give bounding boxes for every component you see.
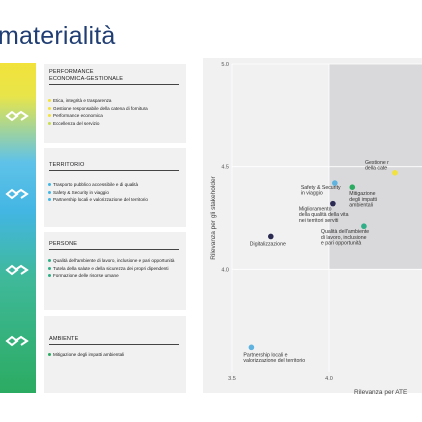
handshake-icon <box>5 264 29 276</box>
list-item: Etica, integrità e trasparenza <box>48 98 184 103</box>
list-item: Partnership locali e valorizzazione del … <box>48 197 184 202</box>
bullet-dot <box>48 114 52 118</box>
category-card-ambiente: AMBIENTE Mitigazione degli impatti ambie… <box>44 316 186 393</box>
data-point-label: Mitigazione degli impatti ambientali <box>349 191 377 208</box>
list-item: Safety & Security in viaggio <box>48 190 184 195</box>
bullet-dot <box>48 99 52 103</box>
list-item: Eccellenza del servizio <box>48 121 184 126</box>
list-item: Mitigazione degli impatti ambientali <box>48 352 184 357</box>
handshake-icon <box>5 188 29 200</box>
data-point-label: Miglioramento della qualità della vita nei… <box>299 207 349 224</box>
data-point <box>332 180 338 186</box>
category-items: Mitigazione degli impatti ambientali <box>48 352 184 360</box>
bullet-dot <box>48 198 52 202</box>
bullet-dot <box>48 190 52 194</box>
handshake-icon <box>5 110 29 122</box>
category-items: Qualità dell'ambiente di lavoro, inclusi… <box>48 258 184 281</box>
bullet-dot <box>48 274 52 278</box>
bullet-dot <box>48 106 52 110</box>
list-item: Qualità dell'ambiente di lavoro, inclusi… <box>48 258 184 263</box>
data-point <box>361 223 367 230</box>
data-point-label: Gestione r della cate <box>365 160 389 172</box>
bullet-dot <box>48 259 52 263</box>
handshake-icon <box>5 335 29 347</box>
x-tick-label: 3.5 <box>228 376 236 382</box>
bullet-dot <box>48 266 52 270</box>
category-title: TERRITORIO <box>49 162 179 171</box>
list-item: Trasporto pubblico accessibile e di qual… <box>48 182 184 187</box>
list-item: Gestione responsabile della catena di fo… <box>48 106 184 111</box>
data-point <box>392 170 398 176</box>
y-tick-label: 4.5 <box>221 165 229 171</box>
data-point-label: Qualità dell'ambiente di lavoro, inclusio… <box>321 229 369 246</box>
category-title: PERSONE <box>49 241 179 250</box>
y-tick-label: 5.0 <box>221 62 229 68</box>
bullet-dot <box>48 183 52 187</box>
category-items: Etica, integrità e trasparenza Gestione … <box>48 98 184 128</box>
category-card-territorio: TERRITORIO Trasporto pubblico accessibil… <box>44 148 186 227</box>
data-point-label: Safety & Security in viaggio <box>301 185 341 197</box>
y-axis-label: Rilevanza per gli stakeholder <box>210 175 217 259</box>
list-item: Formazione delle risorse umane <box>48 273 184 278</box>
bullet-dot <box>48 353 52 357</box>
x-tick-label: 4.0 <box>325 376 333 382</box>
category-items: Trasporto pubblico accessibile e di qual… <box>48 182 184 205</box>
list-item: Tutela della salute e della sicurezza de… <box>48 266 184 271</box>
data-point <box>248 344 255 351</box>
data-point <box>268 233 274 240</box>
bullet-dot <box>48 121 52 125</box>
category-card-persone: PERSONE Qualità dell'ambiente di lavoro,… <box>44 232 186 310</box>
data-point <box>349 184 356 190</box>
x-axis-label: Rilevanza per ATE <box>354 389 408 396</box>
category-title: AMBIENTE <box>49 336 179 345</box>
category-card-performance: PERFORMANCE ECONOMICA-GESTIONALE Etica, … <box>44 64 186 143</box>
data-point <box>330 200 336 207</box>
data-point-label: Partnership locali e valorizzazione del t… <box>243 352 305 364</box>
list-item: Performance economica <box>48 113 184 118</box>
category-title: PERFORMANCE ECONOMICA-GESTIONALE <box>49 69 179 85</box>
page-title: materialità <box>0 22 116 50</box>
data-point-label: Digitalizzazione <box>250 241 286 247</box>
y-tick-label: 4.0 <box>221 267 229 273</box>
